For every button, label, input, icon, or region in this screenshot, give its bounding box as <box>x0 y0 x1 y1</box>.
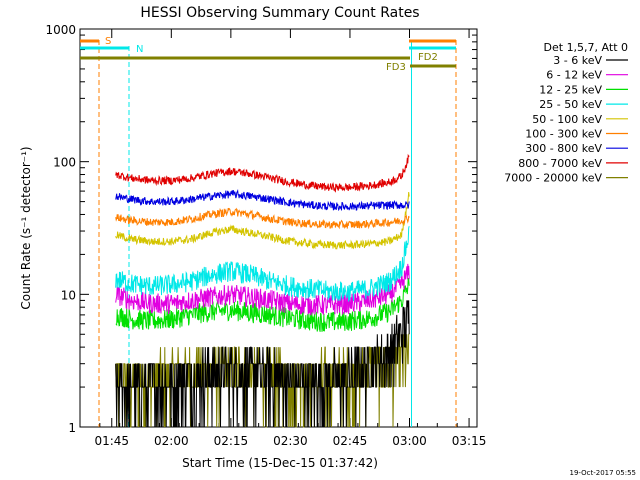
y-axis: 1 10 100 1000 <box>45 23 477 435</box>
night-label: N <box>136 44 143 55</box>
x-tick-label: 02:45 <box>333 434 368 448</box>
y-tick-label: 1000 <box>45 23 76 37</box>
x-tick-label: 03:15 <box>452 434 487 448</box>
legend-label: 300 - 800 keV <box>525 142 602 155</box>
x-tick-label: 03:00 <box>392 434 427 448</box>
y-tick-label: 1 <box>68 421 76 435</box>
series-line <box>115 191 410 250</box>
legend-label: 50 - 100 keV <box>532 113 602 126</box>
legend-label: 3 - 6 keV <box>553 54 602 67</box>
x-tick-label: 02:00 <box>154 434 189 448</box>
series-line <box>115 189 410 212</box>
y-axis-label: Count Rate (s⁻¹ detector⁻¹) <box>19 146 33 309</box>
legend-label: 25 - 50 keV <box>539 98 602 111</box>
fd2-label: FD2 <box>418 52 438 63</box>
series-line <box>115 153 410 193</box>
legend-label: 7000 - 20000 keV <box>504 172 602 185</box>
attenuator-markers: S N FD2 FD3 <box>80 36 457 427</box>
fd3-label: FD3 <box>386 62 406 73</box>
chart-title: HESSI Observing Summary Count Rates <box>140 5 419 21</box>
saa-label: S <box>105 36 111 47</box>
series-line <box>115 263 410 316</box>
series-line <box>115 300 410 428</box>
y-tick-label: 100 <box>53 156 76 170</box>
legend-title: Det 1,5,7, Att 0 <box>544 41 628 54</box>
series-line <box>115 277 410 332</box>
x-tick-label: 01:45 <box>94 434 129 448</box>
series-line <box>115 226 410 302</box>
legend-label: 100 - 300 keV <box>525 128 602 141</box>
legend-label: 12 - 25 keV <box>539 83 602 96</box>
x-axis-label: Start Time (15-Dec-15 01:37:42) <box>182 456 378 470</box>
series-line <box>115 207 410 230</box>
x-tick-label: 02:30 <box>273 434 308 448</box>
x-axis: 01:45 02:00 02:15 02:30 02:45 03:00 03:15 <box>79 29 487 448</box>
legend-label: 6 - 12 keV <box>546 69 602 82</box>
legend-label: 800 - 7000 keV <box>518 157 602 170</box>
series-layer <box>115 153 410 428</box>
footer-timestamp: 19-Oct-2017 05:55 <box>570 469 636 477</box>
y-tick-label: 10 <box>61 288 76 302</box>
x-tick-label: 02:15 <box>214 434 249 448</box>
